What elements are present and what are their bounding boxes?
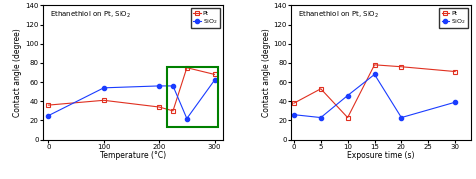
Text: Ethanethiol on Pt, SiO$_2$: Ethanethiol on Pt, SiO$_2$	[298, 9, 380, 20]
X-axis label: Temperature (°C): Temperature (°C)	[100, 151, 166, 160]
X-axis label: Exposure time (s): Exposure time (s)	[347, 151, 415, 160]
Bar	[168, 67, 218, 127]
Legend: Pt, SiO$_2$: Pt, SiO$_2$	[191, 8, 220, 28]
Y-axis label: Contact angle (degree): Contact angle (degree)	[13, 28, 22, 117]
Text: Ethanethiol on Pt, SiO$_2$: Ethanethiol on Pt, SiO$_2$	[50, 9, 131, 20]
Y-axis label: Contact angle (degree): Contact angle (degree)	[262, 28, 271, 117]
Legend: Pt, SiO$_2$: Pt, SiO$_2$	[439, 8, 468, 28]
